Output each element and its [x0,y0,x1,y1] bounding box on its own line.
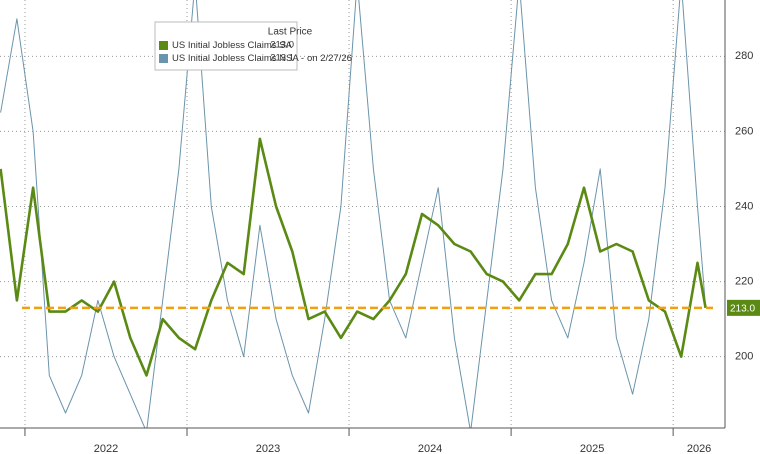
grid [0,0,725,428]
legend-value: 213.1 [270,53,294,64]
x-tick-label: 2023 [256,443,280,454]
x-tick-label: 2024 [418,443,442,454]
legend-swatch [159,41,168,50]
legend-box [154,21,298,71]
series-line [0,137,707,377]
legend-date: on 2/27/26 [307,53,352,64]
legend-value: 213.0 [270,40,294,51]
plot-area [0,0,713,428]
last-value-box [727,299,760,316]
legend-swatch [159,54,168,63]
legend-name: US Initial Jobless Claims NSA - [172,53,304,64]
y-tick-label: 260 [735,125,753,137]
y-tick-label: 240 [735,200,753,212]
y-tick-label: 220 [735,275,753,287]
legend-name: US Initial Jobless Claims SA [172,40,293,51]
y-tick-label: 280 [735,50,753,62]
x-tick-label: 2025 [580,443,604,454]
legend-label: US Initial Jobless Claims SA [172,40,293,51]
legend: Last Price US Initial Jobless Claims SA2… [154,21,352,71]
last-value-label: 213.0 [730,304,755,315]
y-tick-label: 200 [735,351,753,363]
x-tick-label: 2022 [94,443,118,454]
x-tick-label: 2026 [687,443,711,454]
legend-title: Last Price [268,27,313,38]
legend-label: US Initial Jobless Claims NSA - on 2/27/2… [172,53,352,64]
series-line [0,0,707,428]
